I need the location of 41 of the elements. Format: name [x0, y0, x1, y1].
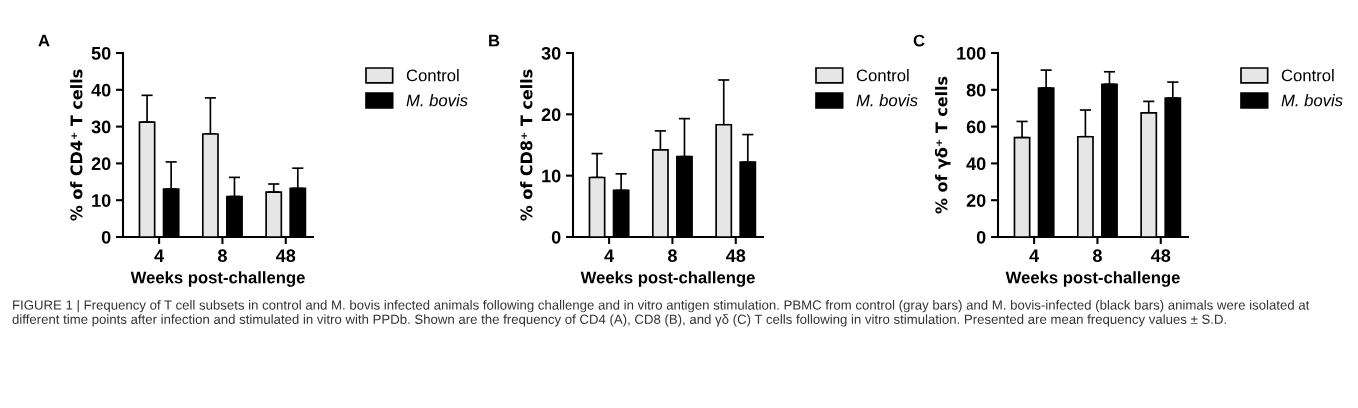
y-tick-label: 30	[541, 46, 561, 60]
y-tick-label: 50	[91, 46, 111, 60]
legend-label: Control	[406, 69, 459, 82]
y-tick-label: 20	[966, 194, 986, 207]
chart-title: A	[38, 34, 50, 47]
legend-label: Control	[856, 69, 909, 82]
x-tick-label: 4	[1029, 249, 1040, 262]
legend-label: M. bovis	[856, 94, 918, 107]
legend-label: M. bovis	[406, 94, 468, 107]
y-tick-label: 60	[966, 120, 986, 134]
x-axis-title: Weeks post-challenge	[1005, 271, 1180, 287]
x-axis-title: Weeks post-challenge	[580, 271, 755, 287]
x-tick-label: 48	[1151, 249, 1171, 263]
y-tick-label: 10	[92, 194, 111, 207]
y-tick-label: 80	[966, 83, 986, 97]
y-tick-label: 40	[91, 83, 111, 97]
chart-title: B	[489, 34, 500, 47]
y-tick-label: 0	[551, 230, 561, 244]
y-axis-title: % of CD8⁺ T cells	[520, 69, 533, 221]
y-tick-label: 20	[91, 157, 111, 171]
y-tick-label: 100	[957, 46, 986, 60]
x-tick-label: 8	[667, 249, 677, 263]
y-tick-label: 40	[966, 157, 986, 171]
x-tick-label: 8	[217, 249, 227, 263]
x-tick-label: 4	[604, 249, 615, 262]
x-tick-label: 48	[726, 249, 746, 263]
y-axis-title: % of CD4⁺ T cells	[70, 69, 83, 221]
chart-title: C	[913, 34, 925, 47]
x-tick-label: 48	[276, 249, 296, 263]
x-tick-label: 8	[1092, 249, 1102, 263]
legend-label: Control	[1281, 69, 1334, 82]
y-tick-label: 0	[976, 230, 986, 244]
caption: FIGURE 1 | Frequency of T cell subsets in control and M. bovis infected animals following challenge and in vitro antigen stimulation. PBMC from control (gray bars) and M. bovis-infected (black bars) animals were isolated at different time points after infection and stimulated in vitro with PPDb. Shown are the frequency of CD4 (A), CD8 (B), and γδ (C) T cells following in vitro stimulation. Presented are mean frequency values ± S.D.	[12, 300, 1310, 327]
x-tick-label: 4	[154, 249, 165, 262]
y-tick-label: 30	[91, 120, 111, 134]
legend-label: M. bovis	[1281, 94, 1343, 107]
y-tick-label: 20	[541, 108, 561, 122]
y-tick-label: 0	[101, 230, 111, 244]
y-axis-title: % of γδ⁺ T cells	[934, 76, 951, 214]
y-tick-label: 10	[542, 169, 561, 183]
x-axis-title: Weeks post-challenge	[130, 271, 305, 287]
